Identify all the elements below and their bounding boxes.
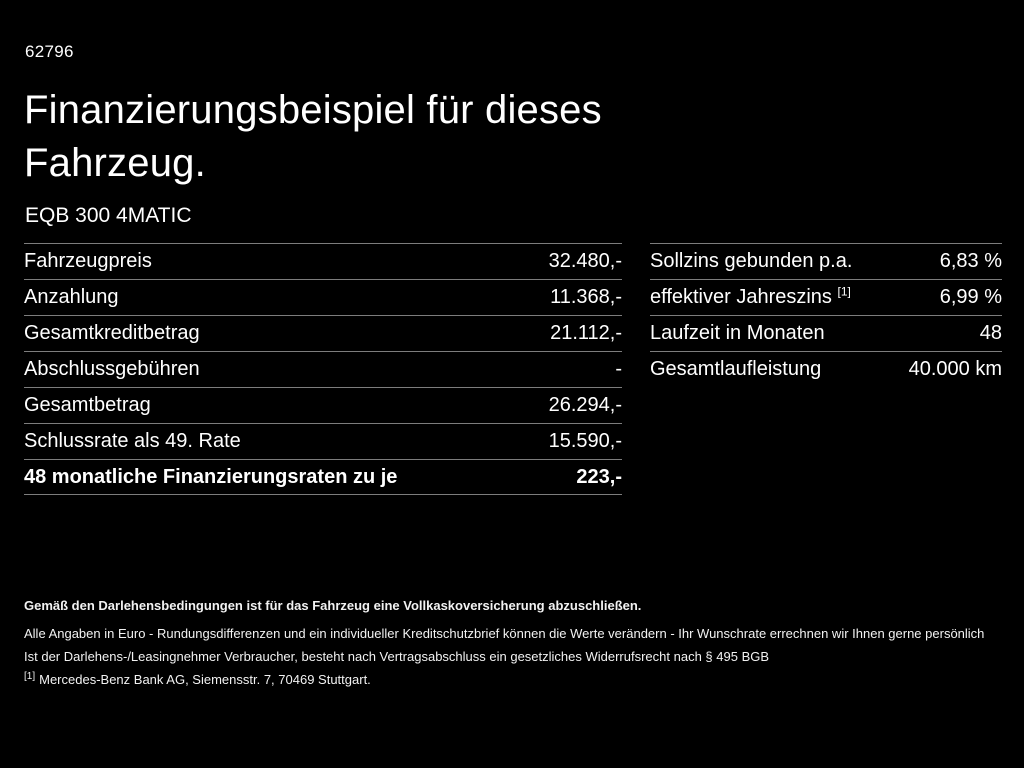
finance-row-monatsrate: 48 monatliche Finanzierungsraten zu je 2… xyxy=(24,459,622,495)
finance-table: Fahrzeugpreis 32.480,- Anzahlung 11.368,… xyxy=(24,243,622,495)
conditions-table: Sollzins gebunden p.a. 6,83 % effektiver… xyxy=(650,243,1002,387)
footnote-reference: [1] xyxy=(837,284,851,299)
disclaimer-line-2: Ist der Darlehens-/Leasingnehmer Verbrau… xyxy=(24,649,770,664)
insurance-note: Gemäß den Darlehensbedingungen ist für d… xyxy=(24,598,642,613)
row-value: 26.294,- xyxy=(548,394,622,416)
condition-row-laufzeit: Laufzeit in Monaten 48 xyxy=(650,315,1002,351)
row-label: Gesamtlaufleistung xyxy=(650,358,822,380)
condition-row-sollzins: Sollzins gebunden p.a. 6,83 % xyxy=(650,243,1002,279)
row-value: 21.112,- xyxy=(550,322,622,344)
finance-row-anzahlung: Anzahlung 11.368,- xyxy=(24,279,622,315)
row-value: 40.000 km xyxy=(908,358,1002,380)
finance-row-gesamtbetrag: Gesamtbetrag 26.294,- xyxy=(24,387,622,423)
legal-footer: Gemäß den Darlehensbedingungen ist für d… xyxy=(24,599,1002,696)
row-value: 11.368,- xyxy=(550,286,622,308)
row-value: 223,- xyxy=(576,465,622,488)
row-label: Gesamtkreditbetrag xyxy=(24,322,200,344)
row-label: Gesamtbetrag xyxy=(24,394,151,416)
row-label: Anzahlung xyxy=(24,286,119,308)
row-value: 48 xyxy=(979,322,1002,344)
row-value: 6,99 % xyxy=(939,286,1002,308)
row-label: effektiver Jahreszins [1] xyxy=(650,284,851,309)
footnote-marker: [1] xyxy=(24,670,36,682)
page-title-line-1: Finanzierungsbeispiel für dieses xyxy=(24,88,602,132)
row-value: 32.480,- xyxy=(548,250,622,272)
disclaimer-line-1: Alle Angaben in Euro - Rundungsdifferenz… xyxy=(24,626,985,641)
condition-row-effektiver-jahreszins: effektiver Jahreszins [1] 6,99 % xyxy=(650,279,1002,315)
row-value: 15.590,- xyxy=(548,430,622,452)
page-title: Finanzierungsbeispiel für dieses Fahrzeu… xyxy=(24,84,602,190)
vehicle-model: EQB 300 4MATIC xyxy=(25,204,192,227)
row-label: 48 monatliche Finanzierungsraten zu je xyxy=(24,465,398,488)
finance-row-gesamtkreditbetrag: Gesamtkreditbetrag 21.112,- xyxy=(24,315,622,351)
row-label: Sollzins gebunden p.a. xyxy=(650,250,853,272)
condition-row-gesamtlaufleistung: Gesamtlaufleistung 40.000 km xyxy=(650,351,1002,387)
finance-row-abschlussgebuehren: Abschlussgebühren - xyxy=(24,351,622,387)
row-label: Laufzeit in Monaten xyxy=(650,322,825,344)
row-value: - xyxy=(615,358,622,380)
row-label: Abschlussgebühren xyxy=(24,358,200,380)
bank-footnote: [1] Mercedes-Benz Bank AG, Siemensstr. 7,… xyxy=(24,670,1002,687)
footnote-text: Mercedes-Benz Bank AG, Siemensstr. 7, 70… xyxy=(39,672,371,687)
finance-row-schlussrate: Schlussrate als 49. Rate 15.590,- xyxy=(24,423,622,459)
row-value: 6,83 % xyxy=(939,250,1002,272)
finance-row-fahrzeugpreis: Fahrzeugpreis 32.480,- xyxy=(24,243,622,279)
page-title-line-2: Fahrzeug. xyxy=(24,141,206,185)
reference-number: 62796 xyxy=(25,42,74,61)
row-label: Schlussrate als 49. Rate xyxy=(24,430,241,452)
row-label-text: effektiver Jahreszins xyxy=(650,286,832,308)
row-label: Fahrzeugpreis xyxy=(24,250,152,272)
